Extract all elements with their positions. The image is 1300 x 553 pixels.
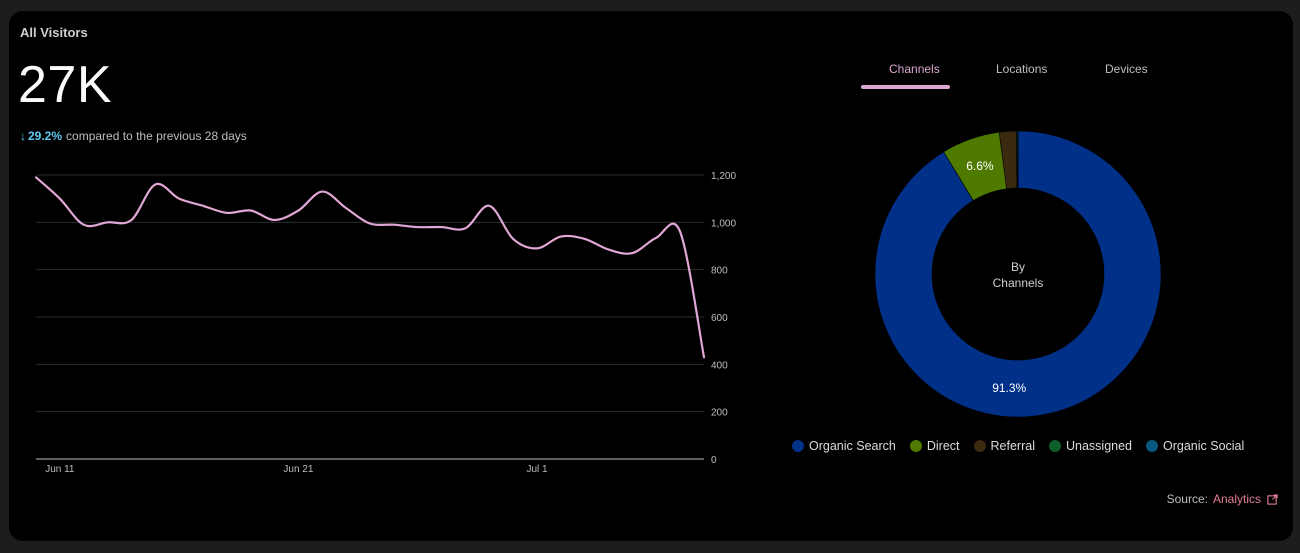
slice-label: 6.6% (966, 159, 994, 173)
tab-channels[interactable]: Channels (889, 62, 940, 76)
legend-dot (973, 440, 986, 452)
donut-center-label: By (1011, 260, 1025, 274)
legend-dot (792, 440, 804, 452)
legend-label: Referral (990, 439, 1035, 453)
change-summary: ↓ 29.2% compared to the previous 28 days (20, 129, 247, 143)
donut-slice-organic-search[interactable] (874, 130, 1162, 418)
donut-slice-organic-social[interactable] (1016, 130, 1019, 189)
tab-devices[interactable]: Devices (1105, 62, 1148, 76)
y-tick-label: 200 (711, 408, 728, 419)
legend-item-organic-social[interactable]: Organic Social (1146, 439, 1244, 453)
tab-locations[interactable]: Locations (996, 62, 1048, 76)
all-visitors-card (9, 11, 1293, 541)
legend-item-unassigned[interactable]: Unassigned (1048, 439, 1132, 453)
card-title: All Visitors (20, 25, 88, 40)
y-tick-label: 0 (711, 455, 717, 466)
external-link-icon[interactable] (1267, 493, 1278, 505)
legend-item-direct[interactable]: Direct (909, 439, 960, 453)
legend-label: Unassigned (1065, 439, 1132, 453)
visitors-series-line (34, 176, 706, 359)
legend-label: Organic Social (1163, 439, 1245, 453)
donut-center-label: Channels (993, 276, 1044, 290)
analytics-link[interactable]: Analytics (1212, 492, 1261, 506)
y-tick-label: 800 (711, 266, 728, 277)
y-tick-label: 1,200 (711, 171, 736, 182)
breakdown-tabs: Channels Locations Devices (860, 62, 1160, 92)
donut-legend: Organic Search Direct Referral Unassigne… (792, 439, 1258, 453)
legend-dot (1146, 440, 1158, 452)
legend-item-referral[interactable]: Referral (973, 439, 1035, 453)
x-tick-label: Jul 1 (526, 464, 548, 475)
legend-dot (1048, 440, 1061, 452)
total-visitors: 27K (18, 56, 113, 114)
y-tick-label: 600 (711, 313, 728, 324)
change-percent: 29.2% (28, 129, 63, 143)
active-tab-indicator (861, 85, 950, 89)
legend-label: Direct (926, 439, 960, 453)
source-label: Source: (1166, 492, 1208, 506)
change-text: compared to the previous 28 days (66, 129, 247, 143)
legend-item-organic-search[interactable]: Organic Search (792, 439, 896, 453)
arrow-down-icon: ↓ (20, 129, 26, 143)
slice-label: 91.3% (992, 381, 1026, 395)
x-tick-label: Jun 11 (45, 464, 75, 475)
legend-dot (909, 440, 922, 452)
legend-label: Organic Search (809, 439, 896, 453)
y-tick-label: 1,000 (711, 218, 736, 229)
y-tick-label: 400 (711, 360, 728, 371)
x-tick-label: Jun 21 (283, 464, 313, 475)
source-attribution: Source: Analytics (1167, 492, 1278, 506)
